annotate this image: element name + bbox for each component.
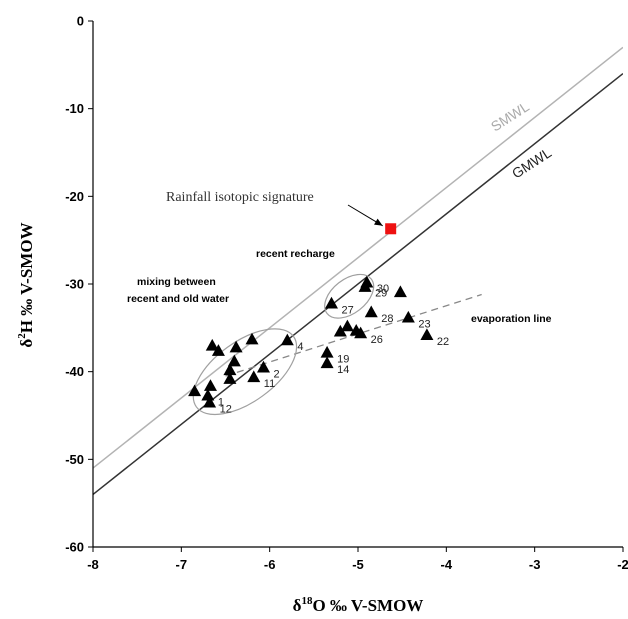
sample-point-14 [321, 356, 334, 368]
rainfall-arrow-head [374, 219, 383, 226]
recent-recharge-annotation: recent recharge [256, 248, 335, 260]
evaporation-annotation: evaporation line [471, 313, 552, 325]
sample-point-19 [321, 346, 334, 358]
y-tick-label: 0 [77, 14, 84, 29]
sample-point-u24 [394, 285, 407, 297]
sample-point-u18 [341, 320, 354, 332]
y-tick-label: -50 [65, 452, 84, 467]
point-label-23: 23 [418, 318, 430, 330]
x-tick-label: -5 [352, 557, 364, 572]
point-label-14: 14 [337, 364, 349, 376]
annotations: SMWL GMWL Rainfall isotopic signature recen… [127, 98, 554, 325]
y-tick-label: -40 [65, 364, 84, 379]
sample-point-u3 [204, 379, 217, 391]
rainfall-annotation: Rainfall isotopic signature [166, 190, 314, 205]
x-tick-label: -7 [176, 557, 188, 572]
smwl-line [93, 47, 623, 468]
sample-point-u8 [228, 355, 241, 367]
y-axis-title: δ2H ‰ V-SMOW [16, 222, 36, 347]
y-tick-label: -10 [65, 101, 84, 116]
x-tick-label: -6 [264, 557, 276, 572]
rainfall-marker [385, 223, 396, 234]
gmwl-label: GMWL [509, 144, 554, 181]
point-label-22: 22 [437, 336, 449, 348]
sample-point-u9 [230, 341, 243, 353]
x-axis-title: δ18O ‰ V-SMOW [293, 595, 424, 615]
mixing-group-ellipse [179, 312, 311, 431]
reference-lines [93, 47, 623, 494]
x-tick-label: -4 [441, 557, 453, 572]
point-label-27: 27 [342, 304, 354, 316]
point-label-28: 28 [381, 313, 393, 325]
point-label-30: 30 [377, 283, 389, 295]
point-label-26: 26 [371, 334, 383, 346]
x-tick-label: -2 [617, 557, 628, 572]
point-label-2: 2 [273, 368, 279, 380]
point-label-4: 4 [297, 341, 303, 353]
mixing-annotation-line1: mixing between [137, 276, 216, 288]
mixing-annotation-line2: recent and old water [127, 293, 229, 305]
smwl-label: SMWL [488, 98, 532, 134]
y-tick-label: -20 [65, 189, 84, 204]
sample-point-28 [365, 306, 378, 318]
x-tick-label: -3 [529, 557, 541, 572]
point-label-12: 12 [220, 403, 232, 415]
sample-point-30 [360, 276, 373, 288]
x-tick-label: -8 [87, 557, 99, 572]
y-tick-label: -30 [65, 277, 84, 292]
recent-recharge-ellipse [317, 266, 382, 327]
y-tick-label: -60 [65, 540, 84, 555]
